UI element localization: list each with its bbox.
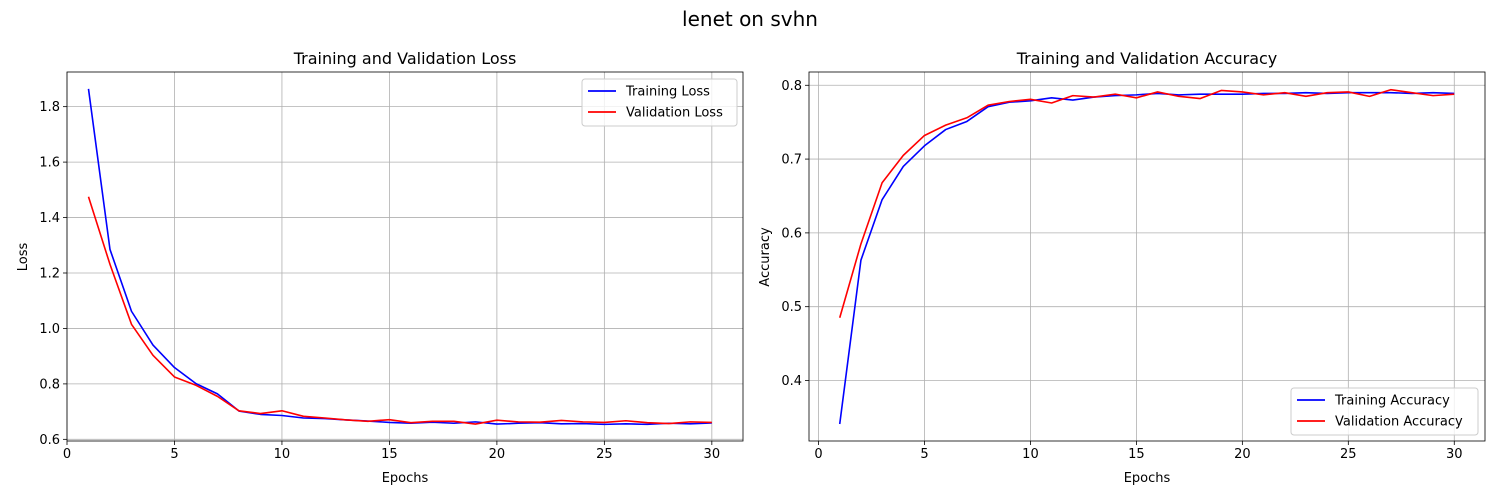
accuracy-panel: 0 5 10 15 20 25 30 0.4 0.5 0.6 0.7 0.8 Training and… <box>758 49 1486 486</box>
accuracy-legend: Training Accuracy Validation Accuracy <box>1290 387 1479 436</box>
loss-legend-box <box>581 78 738 127</box>
loss-series <box>87 88 712 426</box>
accuracy-y-tick-label: 0.7 <box>781 153 802 168</box>
loss-y-tick-label: 1.4 <box>39 211 60 226</box>
loss-x-tick-label: 20 <box>489 447 506 462</box>
accuracy-x-tick-label: 25 <box>1340 447 1357 462</box>
accuracy-y-tick-label: 0.5 <box>781 300 802 315</box>
loss-legend: Training Loss Validation Loss <box>581 78 738 127</box>
loss-y-tick-label: 1.2 <box>39 266 60 281</box>
loss-x-axis-label: Epochs <box>382 471 429 486</box>
accuracy-x-tick-label: 30 <box>1446 447 1463 462</box>
accuracy-x-axis-label: Epochs <box>1124 471 1171 486</box>
training-loss-line <box>87 88 712 426</box>
accuracy-ticks: 0 5 10 15 20 25 30 0.4 0.5 0.6 0.7 0.8 <box>781 79 1462 462</box>
loss-y-tick-label: 1.6 <box>39 156 60 171</box>
accuracy-x-tick-label: 0 <box>814 447 822 462</box>
accuracy-grid <box>809 72 1485 441</box>
loss-panel: 0 5 10 15 20 25 30 0.6 0.8 1.0 1.2 1.4 1.6 1.8 Traini… <box>16 49 744 486</box>
loss-x-tick-label: 15 <box>381 447 398 462</box>
accuracy-x-tick-label: 10 <box>1022 447 1039 462</box>
loss-ticks: 0 5 10 15 20 25 30 0.6 0.8 1.0 1.2 1.4 1.6 1.8 <box>39 100 720 462</box>
loss-y-tick-label: 1.8 <box>39 100 60 115</box>
accuracy-x-tick-label: 20 <box>1234 447 1251 462</box>
accuracy-y-axis-label: Accuracy <box>758 227 773 287</box>
training-loss-legend-label: Training Loss <box>625 85 710 100</box>
accuracy-y-tick-label: 0.6 <box>781 226 802 241</box>
accuracy-legend-box <box>1290 387 1479 436</box>
figure-title: lenet on svhn <box>682 7 818 31</box>
loss-chart-title: Training and Validation Loss <box>293 49 517 68</box>
accuracy-y-tick-label: 0.8 <box>781 79 802 94</box>
loss-x-tick-label: 25 <box>596 447 613 462</box>
accuracy-x-tick-label: 15 <box>1128 447 1145 462</box>
loss-y-tick-label: 1.0 <box>39 322 60 337</box>
loss-y-axis-label: Loss <box>16 243 31 272</box>
accuracy-chart-title: Training and Validation Accuracy <box>1016 49 1278 68</box>
loss-x-tick-label: 10 <box>274 447 291 462</box>
loss-y-tick-label: 0.6 <box>39 433 60 448</box>
loss-x-tick-label: 30 <box>704 447 721 462</box>
accuracy-series <box>838 88 1455 425</box>
validation-loss-legend-label: Validation Loss <box>626 106 723 121</box>
validation-accuracy-line <box>838 88 1455 318</box>
accuracy-x-tick-label: 5 <box>920 447 928 462</box>
loss-axes-frame <box>66 71 744 442</box>
validation-accuracy-legend-label: Validation Accuracy <box>1335 415 1463 430</box>
loss-x-tick-label: 0 <box>63 447 71 462</box>
validation-loss-line <box>87 196 712 425</box>
loss-y-tick-label: 0.8 <box>39 377 60 392</box>
accuracy-y-tick-label: 0.4 <box>781 374 802 389</box>
accuracy-axes-frame <box>808 71 1486 442</box>
loss-x-tick-label: 5 <box>170 447 178 462</box>
training-accuracy-legend-label: Training Accuracy <box>1334 394 1450 409</box>
